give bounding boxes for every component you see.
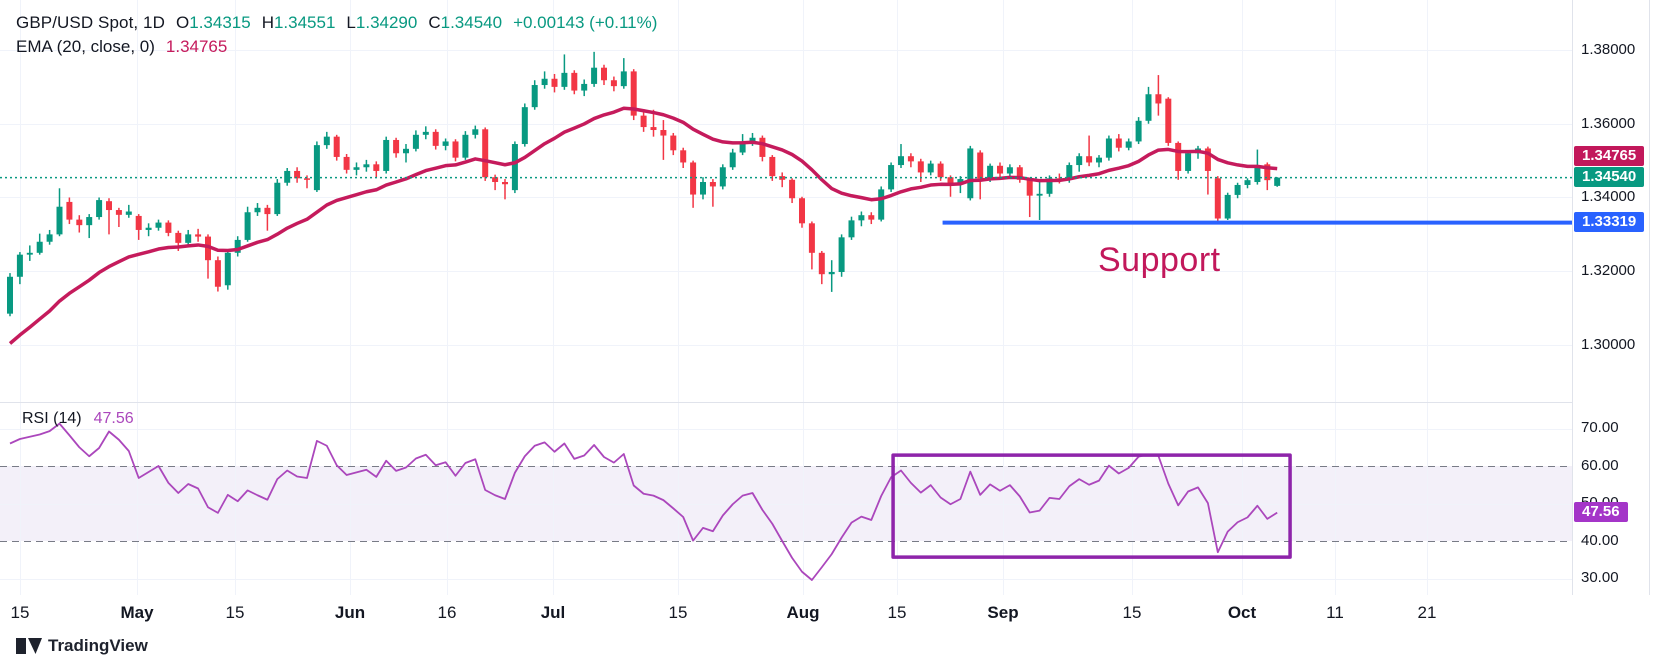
ohlc-high: H1.34551 — [261, 13, 336, 32]
time-tick: 21 — [1417, 603, 1437, 622]
tradingview-logo-text: TradingView — [48, 636, 148, 655]
time-tick: Jun — [334, 603, 366, 622]
price-scale[interactable]: 1.38000 1.36000 1.34000 1.32000 1.30000 … — [1572, 0, 1650, 595]
rsi-tick: 70.00 — [1581, 419, 1619, 436]
ema-legend-label[interactable]: EMA (20, close, 0) — [16, 37, 155, 56]
time-tick: 16 — [437, 603, 457, 622]
ohlc-low: L1.34290 — [346, 13, 418, 32]
last-price-badge: 1.34540 — [1574, 167, 1645, 187]
ema-price-badge: 1.34765 — [1574, 146, 1645, 166]
price-tick: 1.32000 — [1581, 262, 1636, 279]
tradingview-logo-icon — [16, 638, 42, 654]
time-tick: Aug — [786, 603, 820, 622]
time-tick: Oct — [1227, 603, 1257, 622]
ema-legend-value: 1.34765 — [165, 37, 228, 56]
time-tick: May — [120, 603, 154, 622]
price-tick: 1.36000 — [1581, 115, 1636, 132]
time-scale[interactable]: 15 May 15 Jun 16 Jul 15 Aug 15 Sep 15 Oc… — [0, 595, 1648, 628]
chart-legend: GBP/USD Spot, 1D O1.34315 H1.34551 L1.34… — [16, 13, 657, 61]
time-tick: 15 — [668, 603, 688, 622]
support-annotation-label[interactable]: Support — [1098, 241, 1221, 279]
time-tick: Sep — [987, 603, 1019, 622]
support-price-badge: 1.33319 — [1574, 212, 1645, 232]
time-tick: 11 — [1326, 603, 1344, 622]
time-tick: 15 — [887, 603, 907, 622]
price-rsi-chart-canvas[interactable] — [0, 0, 1572, 595]
time-tick: 15 — [10, 603, 30, 622]
ema-legend-row: EMA (20, close, 0) 1.34765 — [16, 37, 657, 61]
rsi-tick: 40.00 — [1581, 532, 1619, 549]
price-tick: 1.34000 — [1581, 188, 1636, 205]
rsi-tick: 60.00 — [1581, 457, 1619, 474]
rsi-legend-label[interactable]: RSI (14) — [22, 410, 82, 427]
price-tick: 1.30000 — [1581, 336, 1636, 353]
rsi-legend-row: RSI (14) 47.56 — [22, 410, 134, 428]
symbol-title[interactable]: GBP/USD Spot, 1D — [16, 13, 165, 32]
ohlc-open: O1.34315 — [176, 13, 251, 32]
change-value: +0.00143 (+0.11%) — [513, 13, 658, 32]
time-tick: Jul — [540, 603, 566, 622]
rsi-legend-value: 47.56 — [93, 410, 134, 427]
pane-separator[interactable] — [0, 402, 1648, 403]
rsi-value-badge: 47.56 — [1574, 502, 1628, 522]
tradingview-watermark[interactable]: TradingView — [16, 636, 148, 656]
time-tick: 15 — [225, 603, 245, 622]
ohlc-close: C1.34540 — [428, 13, 503, 32]
symbol-legend-row: GBP/USD Spot, 1D O1.34315 H1.34551 L1.34… — [16, 13, 657, 37]
rsi-tick: 30.00 — [1581, 569, 1619, 586]
time-tick: 15 — [1122, 603, 1142, 622]
price-tick: 1.38000 — [1581, 41, 1636, 58]
